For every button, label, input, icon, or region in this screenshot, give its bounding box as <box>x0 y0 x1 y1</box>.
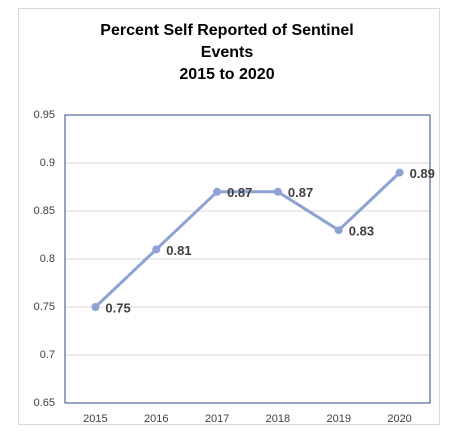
y-tick-label: 0.9 <box>40 157 55 169</box>
point <box>213 187 222 196</box>
data-label: 0.89 <box>410 166 435 181</box>
point <box>273 187 282 196</box>
data-label: 0.75 <box>105 300 130 315</box>
data-label: 0.83 <box>349 224 374 239</box>
point <box>334 226 343 235</box>
x-tick-label: 2018 <box>266 413 290 425</box>
plot-frame <box>64 114 431 404</box>
x-tick-label: 2019 <box>327 413 351 425</box>
chart-title: Percent Self Reported of Sentinel Events <box>100 22 354 61</box>
x-tick-label: 2017 <box>205 413 229 425</box>
chart-subtitle: 2015 to 2020 <box>179 66 275 83</box>
y-tick-label: 0.8 <box>40 253 55 265</box>
x-tick-label: 2016 <box>144 413 168 425</box>
x-tick-label: 2020 <box>387 413 411 425</box>
data-label: 0.87 <box>288 185 313 200</box>
y-tick-label: 0.65 <box>34 397 55 409</box>
data-label: 0.81 <box>166 243 191 258</box>
y-tick-label: 0.7 <box>40 349 55 361</box>
data-label: 0.87 <box>227 185 252 200</box>
line <box>94 171 401 309</box>
point <box>152 245 161 254</box>
point <box>395 168 404 177</box>
point <box>91 303 100 311</box>
x-tick-label: 2015 <box>83 413 107 425</box>
y-tick-label: 0.85 <box>34 205 55 217</box>
y-tick-label: 0.95 <box>34 109 55 121</box>
y-tick-label: 0.75 <box>34 301 55 313</box>
